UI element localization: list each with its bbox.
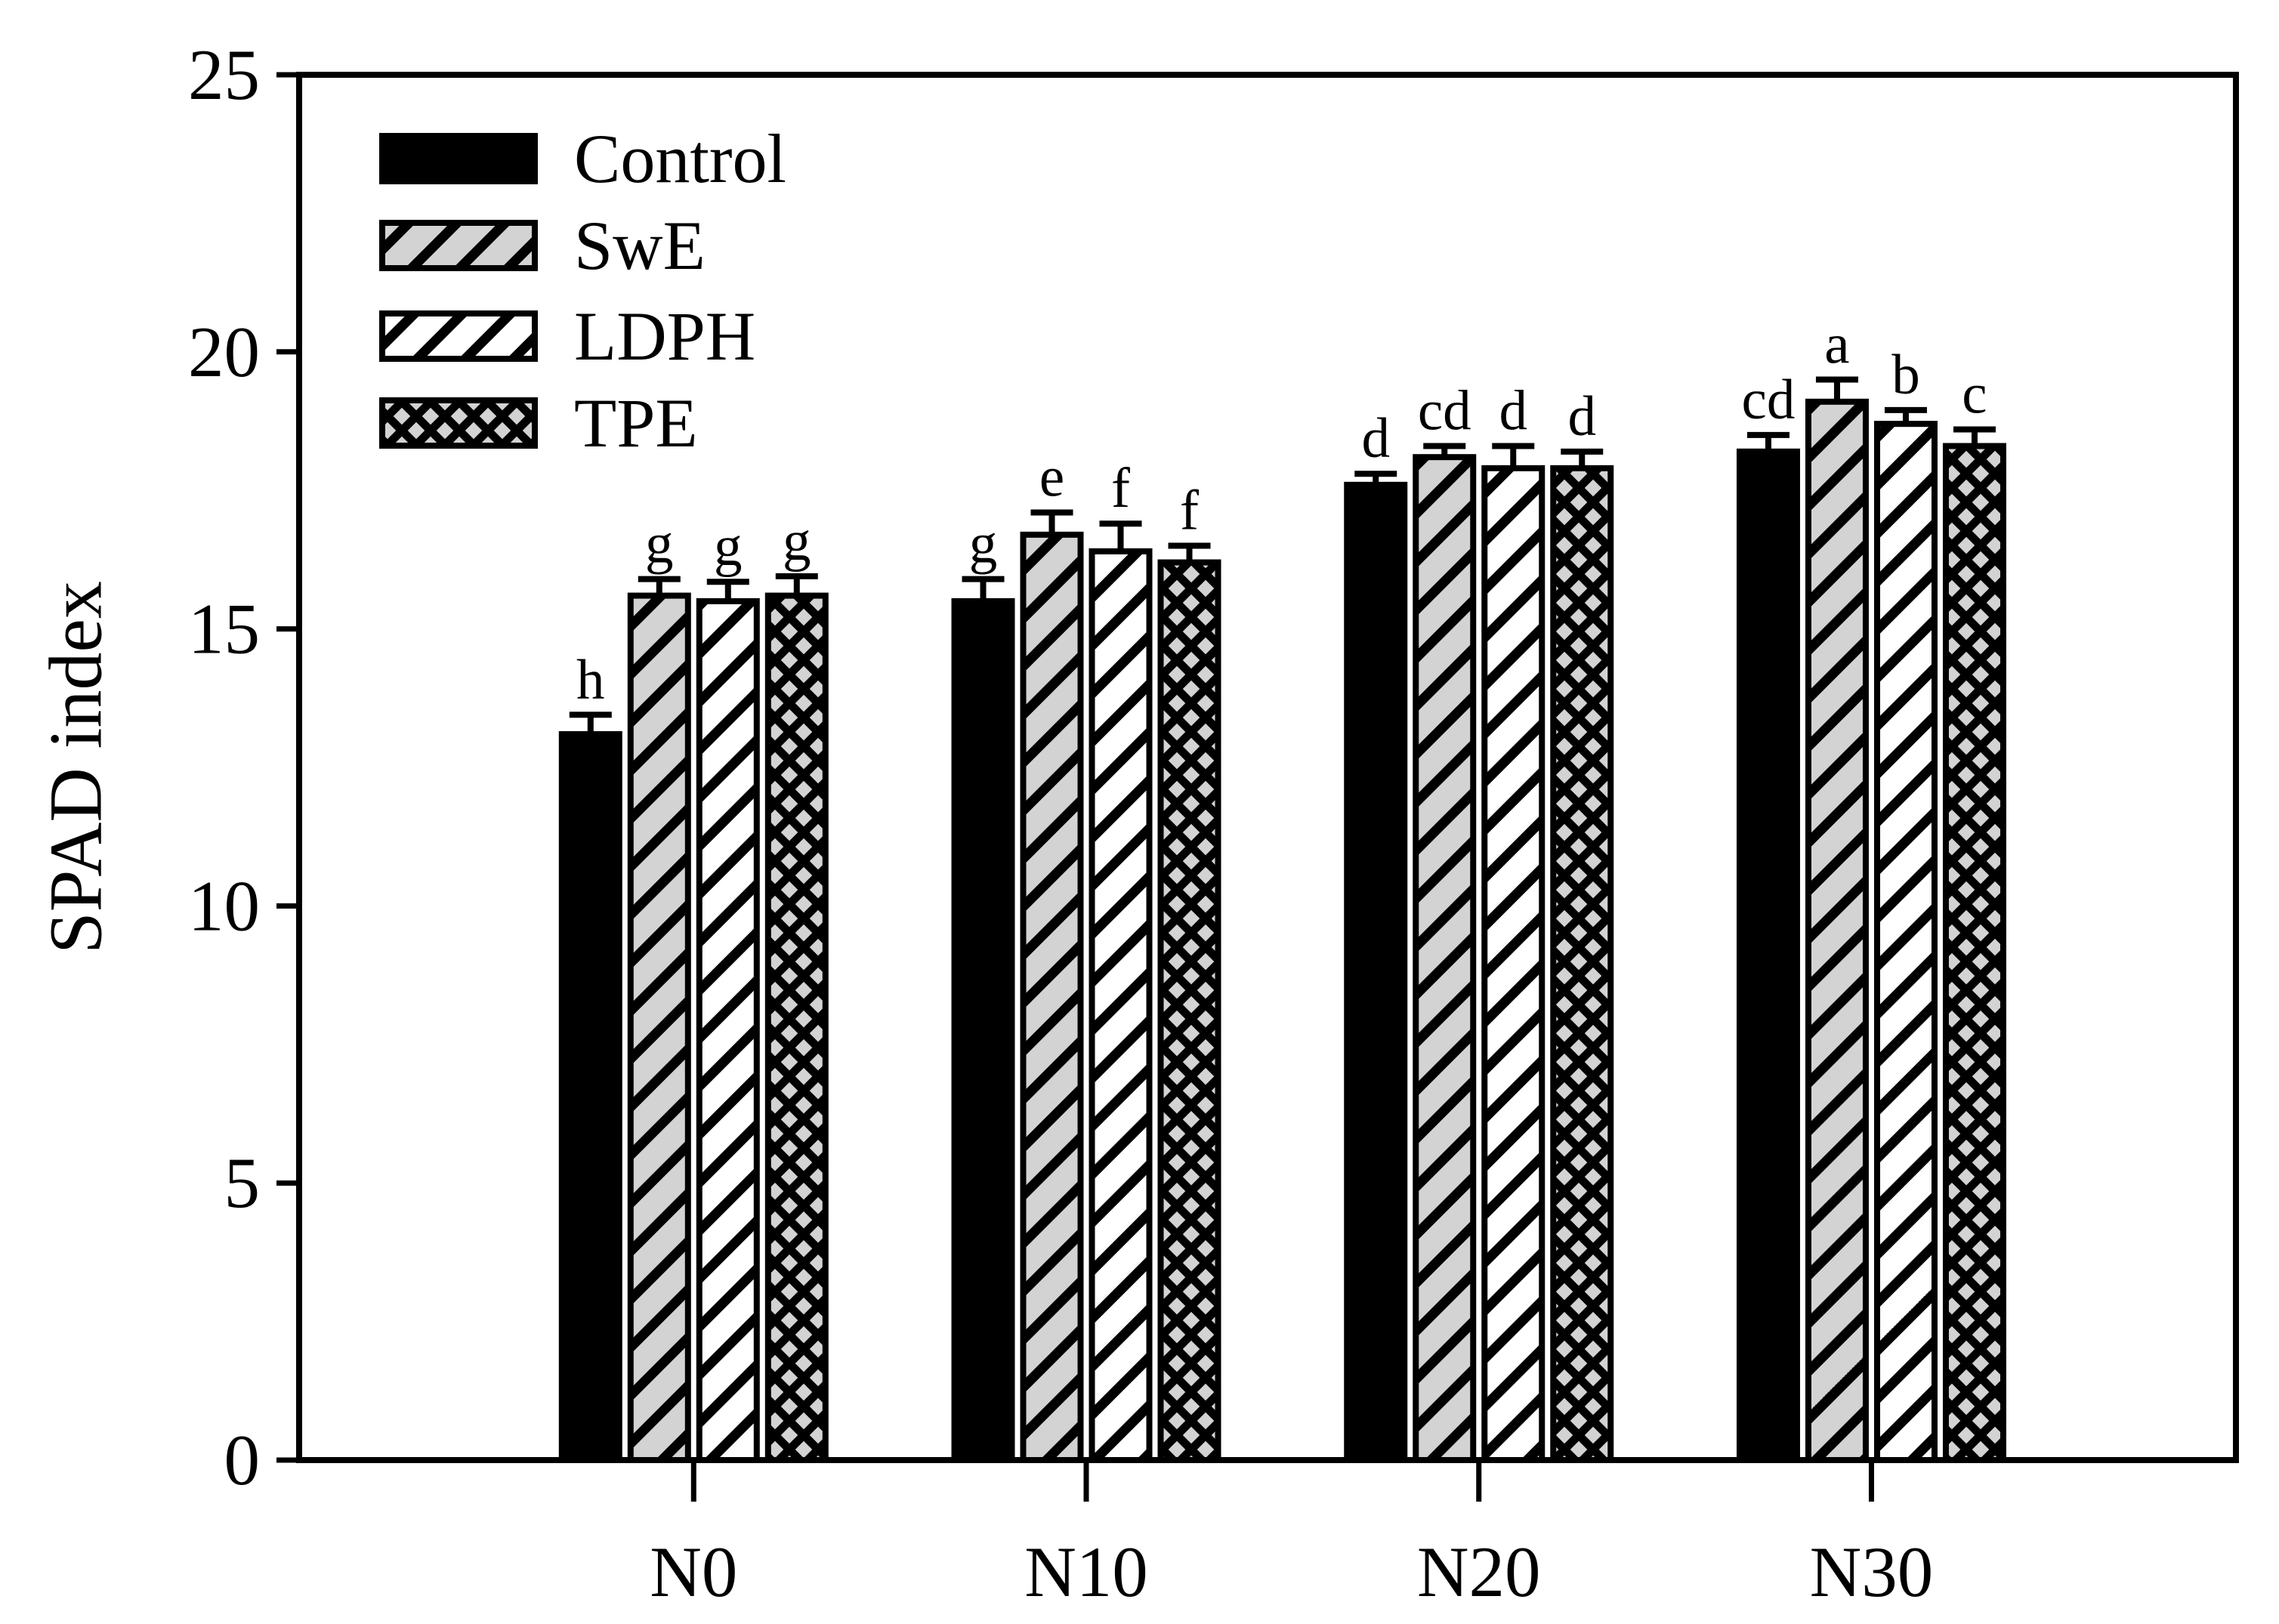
- sig-letter-TPE-N20: d: [1567, 385, 1596, 448]
- bar-LDPH-N30: [1873, 421, 1938, 1464]
- sig-letter-TPE-N30: c: [1962, 363, 1987, 426]
- y-tick-label-20: 20: [188, 312, 260, 392]
- bar-SwE-N10: [1020, 531, 1084, 1464]
- y-tick-label-15: 15: [188, 589, 260, 669]
- bar-TPE-N10: [1157, 559, 1221, 1463]
- sig-letter-LDPH-N30: b: [1891, 344, 1920, 406]
- sig-letter-SwE-N20: cd: [1418, 380, 1471, 443]
- sig-letter-LDPH-N10: f: [1111, 457, 1130, 520]
- sig-letter-SwE-N0: g: [645, 513, 674, 576]
- sig-letter-SwE-N10: e: [1039, 446, 1064, 509]
- y-tick-label-25: 25: [188, 35, 260, 115]
- x-tick-label-N20: N20: [1417, 1532, 1541, 1612]
- legend-item-SwE: SwE: [379, 207, 706, 284]
- bar-TPE-N20: [1550, 465, 1614, 1464]
- legend-swatch-SwE: [379, 220, 538, 271]
- x-axis: N0 N10 N20 N30: [650, 1460, 1933, 1612]
- y-tick-label-10: 10: [188, 866, 260, 946]
- sig-letter-Control-N20: d: [1361, 407, 1390, 470]
- sig-letter-Control-N30: cd: [1742, 369, 1796, 431]
- legend-label-SwE: SwE: [574, 207, 706, 284]
- x-tick-label-N30: N30: [1810, 1532, 1934, 1612]
- sig-letter-LDPH-N20: d: [1499, 380, 1527, 443]
- sig-letter-SwE-N30: a: [1824, 313, 1849, 375]
- bar-SwE-N20: [1413, 454, 1477, 1464]
- legend-swatch-LDPH: [379, 310, 538, 362]
- legend-label-Control: Control: [574, 120, 786, 197]
- x-tick-label-N0: N0: [650, 1532, 737, 1612]
- legend-label-TPE: TPE: [574, 384, 698, 462]
- bar-Control-N0: [558, 730, 622, 1463]
- plot-frame: [296, 72, 2239, 1463]
- y-axis: 0 5 10 15 20 25: [188, 35, 299, 1500]
- sig-letter-Control-N0: h: [576, 648, 605, 711]
- bar-TPE-N0: [764, 592, 829, 1463]
- bar-TPE-N30: [1942, 443, 2006, 1464]
- bar-SwE-N30: [1805, 398, 1869, 1463]
- sig-letter-Control-N10: g: [969, 513, 998, 576]
- bar-LDPH-N20: [1481, 465, 1546, 1464]
- bar-SwE-N0: [627, 592, 691, 1463]
- legend-item-TPE: TPE: [379, 384, 698, 462]
- legend: Control SwE LDPH TPE: [379, 120, 786, 462]
- y-axis-title: SPAD index: [34, 581, 118, 954]
- x-tick-label-N10: N10: [1024, 1532, 1148, 1612]
- y-tick-label-0: 0: [224, 1420, 261, 1500]
- sig-letter-LDPH-N0: g: [714, 515, 743, 578]
- sig-letter-TPE-N10: f: [1180, 480, 1199, 542]
- legend-item-LDPH: LDPH: [379, 298, 755, 375]
- y-tick-label-5: 5: [224, 1143, 261, 1223]
- bar-Control-N30: [1736, 448, 1800, 1463]
- sig-letter-TPE-N0: g: [783, 510, 811, 573]
- legend-item-Control: Control: [379, 120, 786, 197]
- legend-label-LDPH: LDPH: [574, 298, 755, 375]
- legend-swatch-Control: [379, 133, 538, 184]
- bar-Control-N20: [1344, 481, 1408, 1463]
- bar-LDPH-N0: [696, 597, 760, 1463]
- axes-frame: [296, 72, 2239, 1463]
- legend-swatch-TPE: [379, 397, 538, 449]
- bar-LDPH-N10: [1089, 548, 1153, 1463]
- bar-Control-N10: [951, 597, 1015, 1463]
